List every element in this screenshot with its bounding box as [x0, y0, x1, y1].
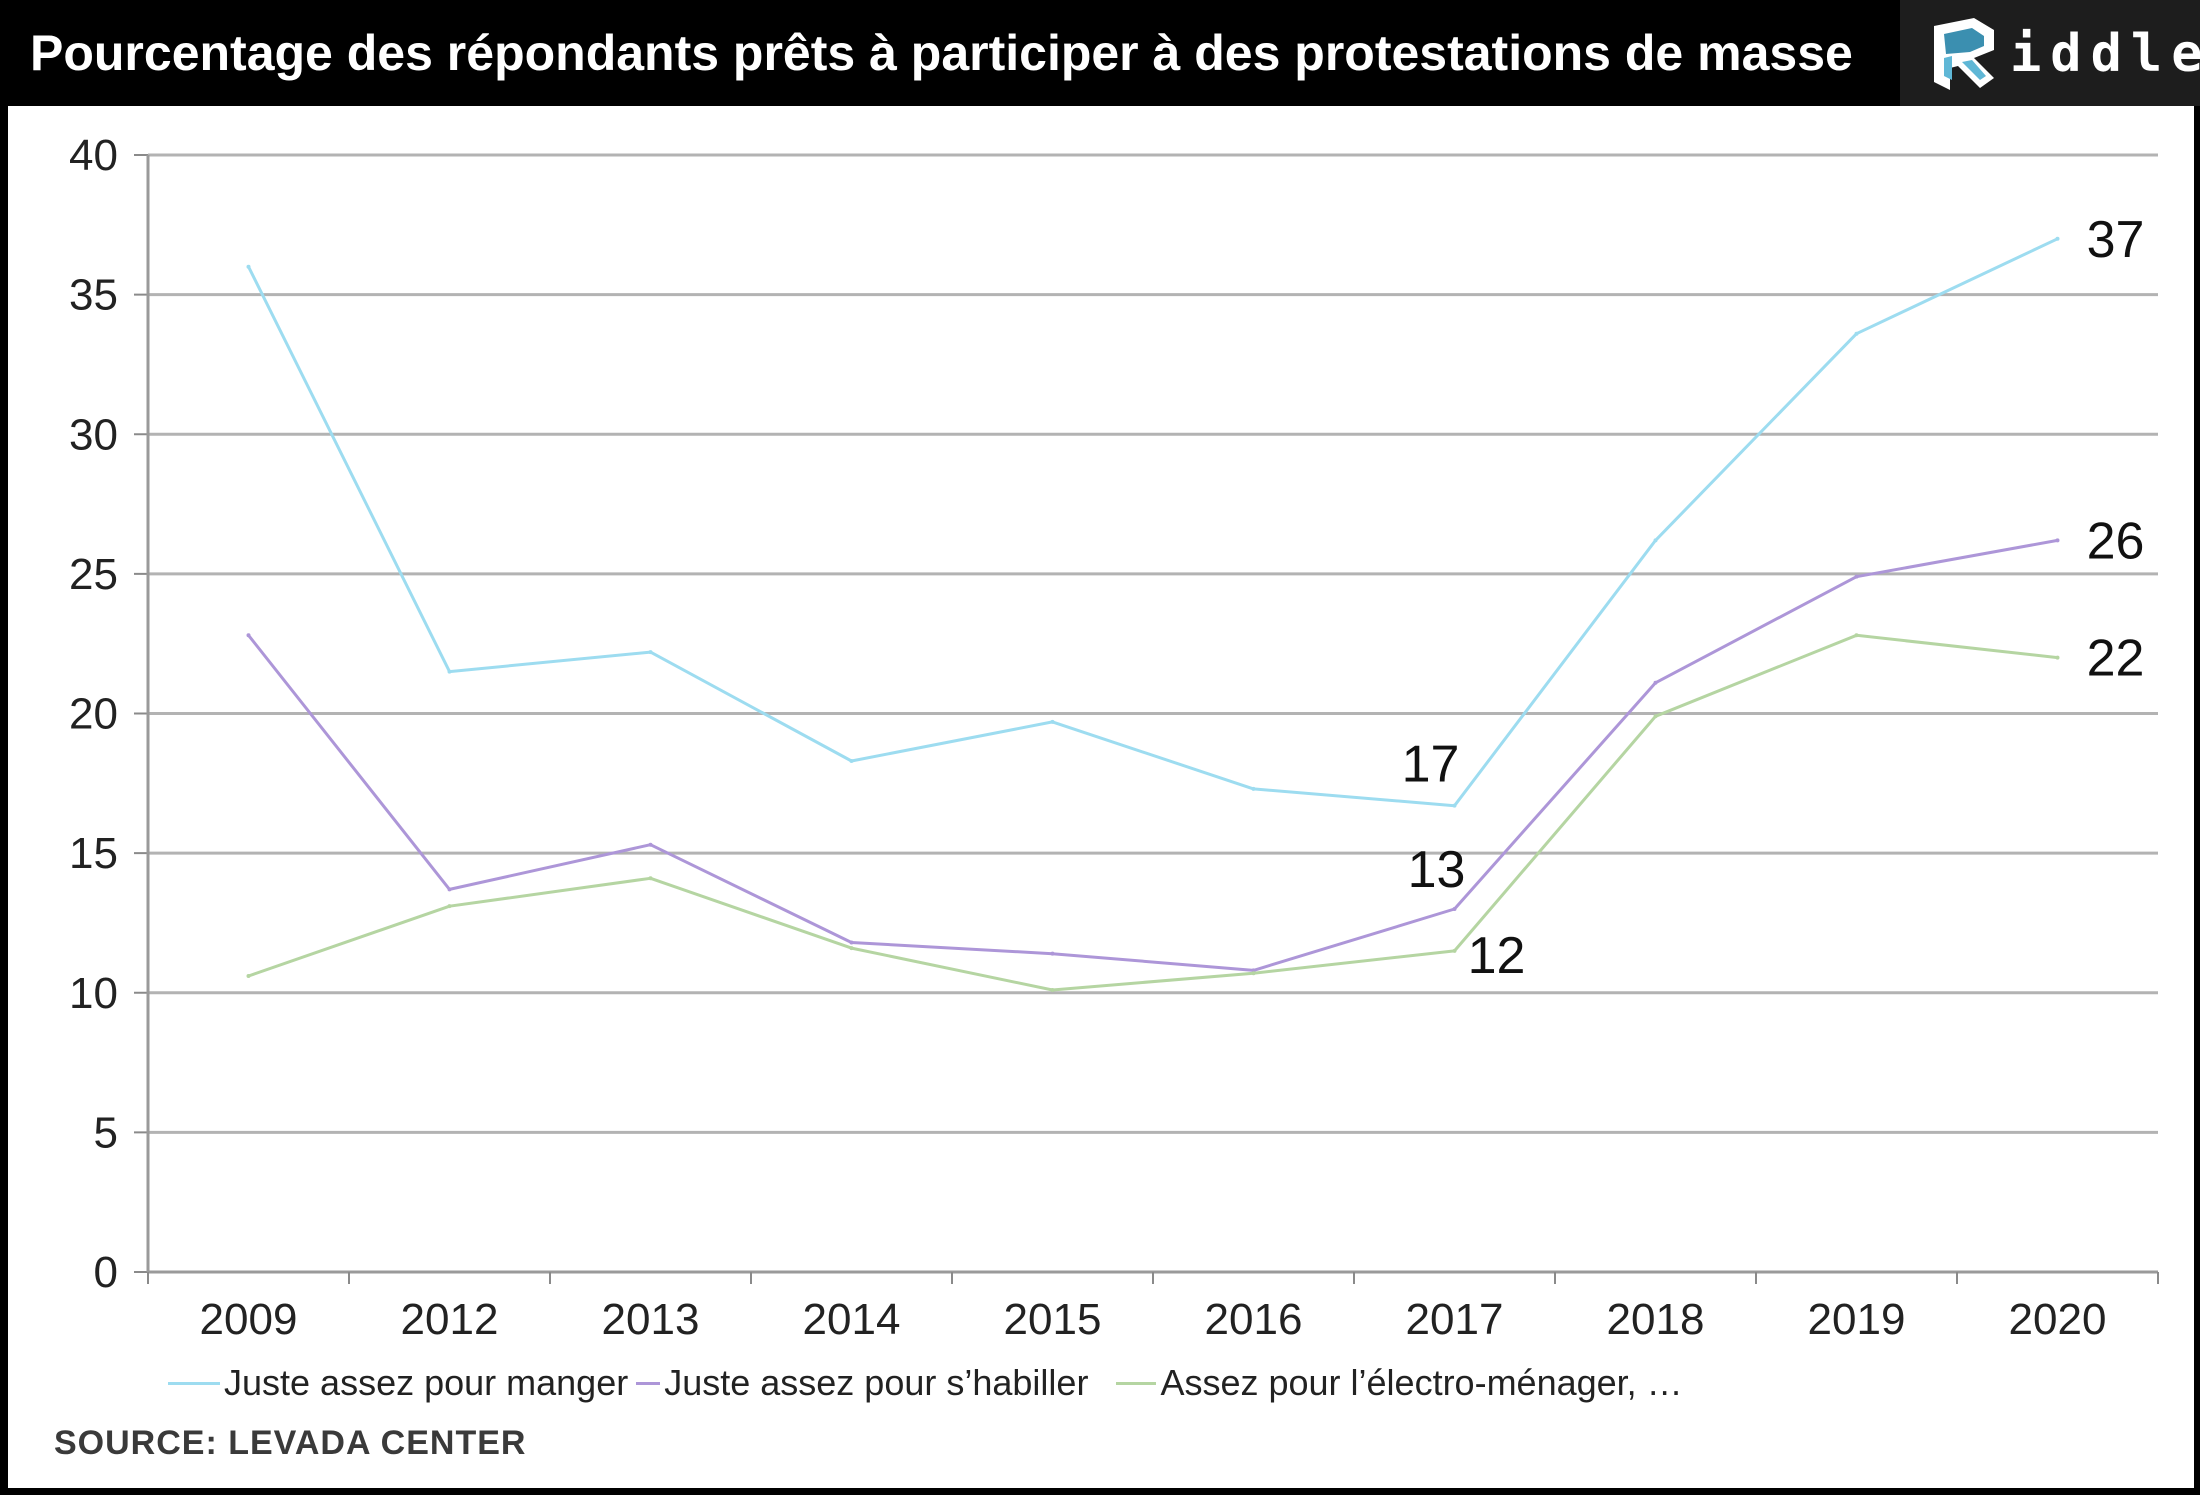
x-tick-label-2014: 2014: [803, 1295, 901, 1344]
y-tick-label-5: 5: [94, 1108, 118, 1157]
y-tick-label-40: 40: [69, 131, 118, 180]
data-label-series-1-2017: 13: [1408, 841, 1466, 899]
x-tick-label-2020: 2020: [2009, 1295, 2107, 1344]
series-1-point-2009: [246, 633, 251, 638]
legend-label-habiller: Juste assez pour s’habiller: [664, 1362, 1089, 1403]
x-tick-label-2016: 2016: [1205, 1295, 1303, 1344]
header-bar: Pourcentage des répondants prêts à parti…: [0, 0, 2200, 106]
series-1-point-2013: [648, 842, 653, 847]
grid-lines: [148, 153, 2158, 1134]
y-tick-label-10: 10: [69, 969, 118, 1018]
series-1-point-2016: [1251, 968, 1256, 973]
x-tick-label-2013: 2013: [602, 1295, 700, 1344]
brand-logo: iddle: [1900, 0, 2200, 106]
series-line-2: [247, 633, 2059, 992]
series-2-point-2020: [2055, 655, 2060, 660]
series-1-point-2014: [849, 940, 854, 945]
y-tick-label-0: 0: [94, 1248, 118, 1297]
series-0-point-2014: [849, 758, 854, 763]
x-tick-label-2015: 2015: [1004, 1295, 1102, 1344]
series-0-point-2019: [1854, 331, 1859, 336]
x-tick-label-2017: 2017: [1406, 1295, 1504, 1344]
axes: 0 5 10 15 20 25 30 35 40 2009 2012 2013 2014 2015 2016…: [69, 131, 2159, 1344]
chart-panel: 0 5 10 15 20 25 30 35 40 2009 2012 2013 2014 2015 2016…: [8, 106, 2194, 1488]
series-2-point-2016: [1251, 971, 1256, 976]
series-1-point-2015: [1050, 951, 1055, 956]
series-0-point-2015: [1050, 719, 1055, 724]
series-0-point-2013: [648, 650, 653, 655]
legend-swatch-electromenager: [1116, 1381, 1157, 1385]
data-label-series-0-2020: 37: [2087, 211, 2145, 269]
line-chart: 0 5 10 15 20 25 30 35 40 2009 2012 2013 2014 2015 2016…: [69, 131, 2159, 1344]
series-line-0: [247, 237, 2059, 808]
legend-swatch-manger: [168, 1381, 220, 1385]
brand-name: iddle: [2010, 24, 2200, 84]
legend-label-electromenager: Assez pour l’électro-ménager, …: [1160, 1362, 1683, 1403]
x-tick-label-2018: 2018: [1607, 1295, 1705, 1344]
legend-item-electromenager: Assez pour l’électro-ménager, …: [1096, 1362, 1683, 1404]
y-tick-label-15: 15: [69, 829, 118, 878]
y-tick-label-25: 25: [69, 550, 118, 599]
series-2-point-2017: [1452, 948, 1457, 953]
data-label-series-1-2020: 26: [2087, 512, 2145, 570]
source-note: SOURCE: LEVADA CENTER: [54, 1424, 527, 1462]
x-tick-label-2009: 2009: [200, 1295, 298, 1344]
x-tick-label-2012: 2012: [401, 1295, 499, 1344]
legend-swatch-habiller: [636, 1381, 661, 1385]
legend-label-manger: Juste assez pour manger: [224, 1362, 629, 1403]
series-2-point-2018: [1653, 714, 1658, 719]
series-line-1: [247, 538, 2059, 972]
legend-item-manger: Juste assez pour manger: [168, 1362, 628, 1404]
series-0-point-2020: [2055, 236, 2060, 241]
series-0-point-2017: [1452, 803, 1457, 808]
series-2-point-2015: [1050, 987, 1055, 992]
series-2-point-2019: [1854, 633, 1859, 638]
riddle-logo-icon: [1934, 18, 1994, 90]
series-1-point-2018: [1653, 680, 1658, 685]
series-0-point-2012: [447, 669, 452, 674]
legend: Juste assez pour manger Juste assez pour…: [168, 1358, 1691, 1408]
data-label-series-2-2017: 12: [1468, 927, 1526, 985]
data-label-series-0-2017: 17: [1402, 736, 1460, 794]
y-tick-label-35: 35: [69, 271, 118, 320]
data-label-series-2-2020: 22: [2087, 630, 2145, 688]
chart-title: Pourcentage des répondants prêts à parti…: [30, 25, 1853, 81]
x-tick-label-2019: 2019: [1808, 1295, 1906, 1344]
series-0-point-2016: [1251, 786, 1256, 791]
series-1-point-2019: [1854, 574, 1859, 579]
series-lines: [246, 236, 2060, 992]
y-tick-label-30: 30: [69, 410, 118, 459]
series-2-point-2014: [849, 946, 854, 951]
series-1-point-2017: [1452, 906, 1457, 911]
series-1-point-2012: [447, 887, 452, 892]
legend-item-habiller: Juste assez pour s’habiller: [636, 1362, 1088, 1404]
series-2-point-2009: [246, 973, 251, 978]
series-0-point-2018: [1653, 538, 1658, 543]
series-2-point-2012: [447, 904, 452, 909]
series-1-point-2020: [2055, 538, 2060, 543]
y-tick-label-20: 20: [69, 690, 118, 739]
series-2-point-2013: [648, 876, 653, 881]
series-0-point-2009: [246, 264, 251, 269]
